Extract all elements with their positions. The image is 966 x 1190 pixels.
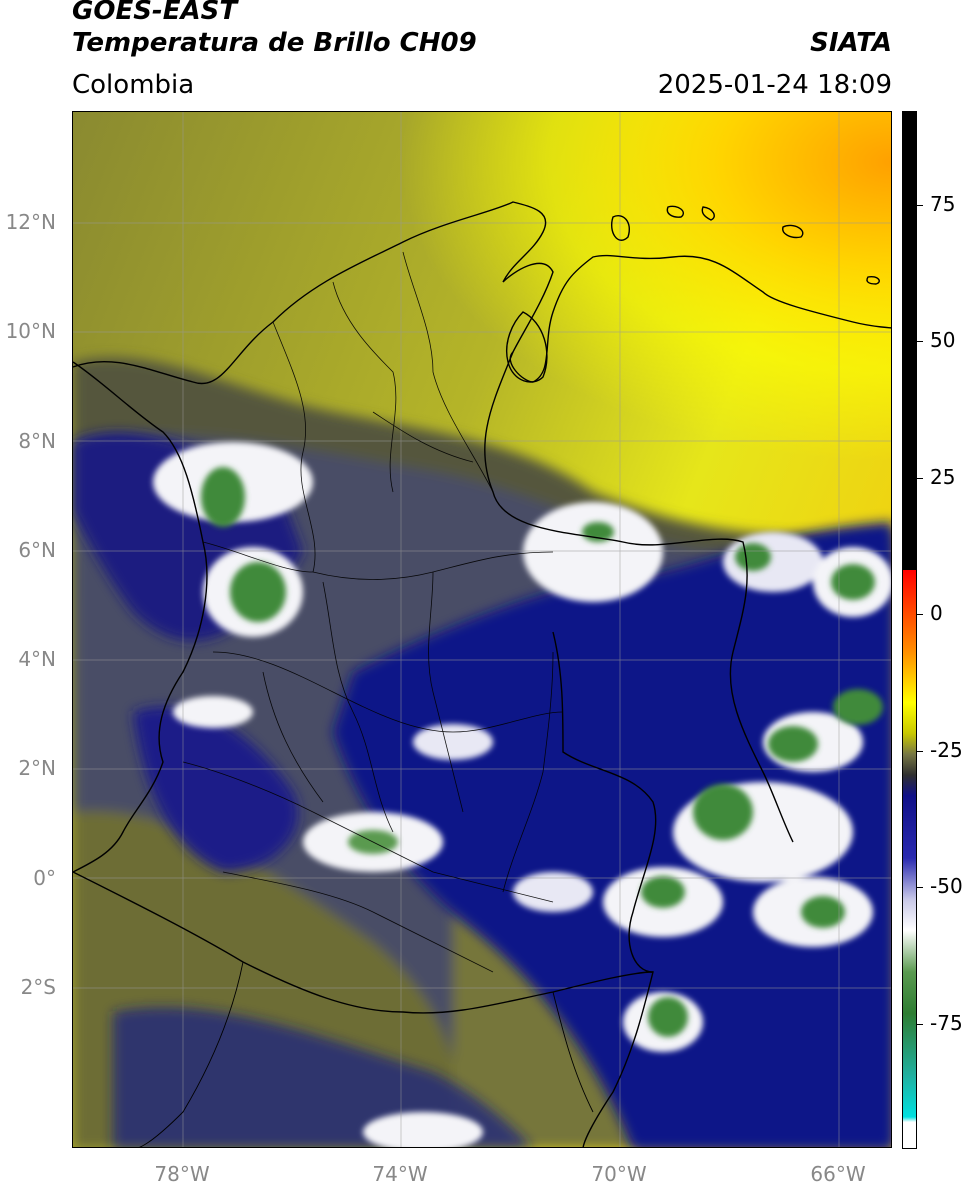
colorbar-tick	[917, 1024, 923, 1025]
satellite-title: GOES-EAST	[72, 0, 238, 26]
colorbar-tick	[917, 205, 923, 206]
lat-label-0: 0°	[33, 866, 56, 890]
country-borders-south	[138, 961, 594, 1147]
colorbar-tick	[917, 887, 923, 888]
lat-label-12n: 12°N	[5, 210, 56, 234]
lat-label-2s: 2°S	[20, 975, 56, 999]
product-title: Temperatura de Brillo CH09	[72, 28, 477, 58]
region-label: Colombia	[72, 70, 195, 100]
colorbar-label-25: 25	[930, 465, 956, 489]
colorbar-gradient	[903, 112, 916, 1148]
map-canvas	[73, 112, 891, 1147]
colorbar-tick	[917, 751, 923, 752]
boundaries	[73, 201, 891, 1147]
lon-label-74w: 74°W	[372, 1162, 428, 1186]
colorbar-label-minus75: -75	[930, 1011, 963, 1035]
colorbar-label-0: 0	[930, 601, 943, 625]
colorbar-label-minus25: -25	[930, 738, 963, 762]
lon-label-66w: 66°W	[810, 1162, 866, 1186]
colorbar-tick	[917, 614, 923, 615]
colorbar-label-75: 75	[930, 192, 956, 216]
colorbar-tick	[917, 341, 923, 342]
colorbar-label-50: 50	[930, 328, 956, 352]
department-borders	[182, 251, 564, 973]
lon-label-78w: 78°W	[154, 1162, 210, 1186]
lat-label-8n: 8°N	[18, 429, 56, 453]
lat-label-6n: 6°N	[18, 538, 56, 562]
brightness-temperature-map	[72, 111, 892, 1148]
colorbar-label-minus50: -50	[930, 874, 963, 898]
lon-label-70w: 70°W	[591, 1162, 647, 1186]
colorbar	[902, 111, 917, 1149]
organization-label: SIATA	[810, 28, 892, 58]
lat-label-10n: 10°N	[5, 319, 56, 343]
timestamp-label: 2025-01-24 18:09	[657, 70, 892, 100]
coldest-cores	[201, 467, 883, 1037]
lat-label-2n: 2°N	[18, 756, 56, 780]
lat-label-4n: 4°N	[18, 647, 56, 671]
colorbar-tick	[917, 478, 923, 479]
graticule	[73, 112, 891, 1147]
